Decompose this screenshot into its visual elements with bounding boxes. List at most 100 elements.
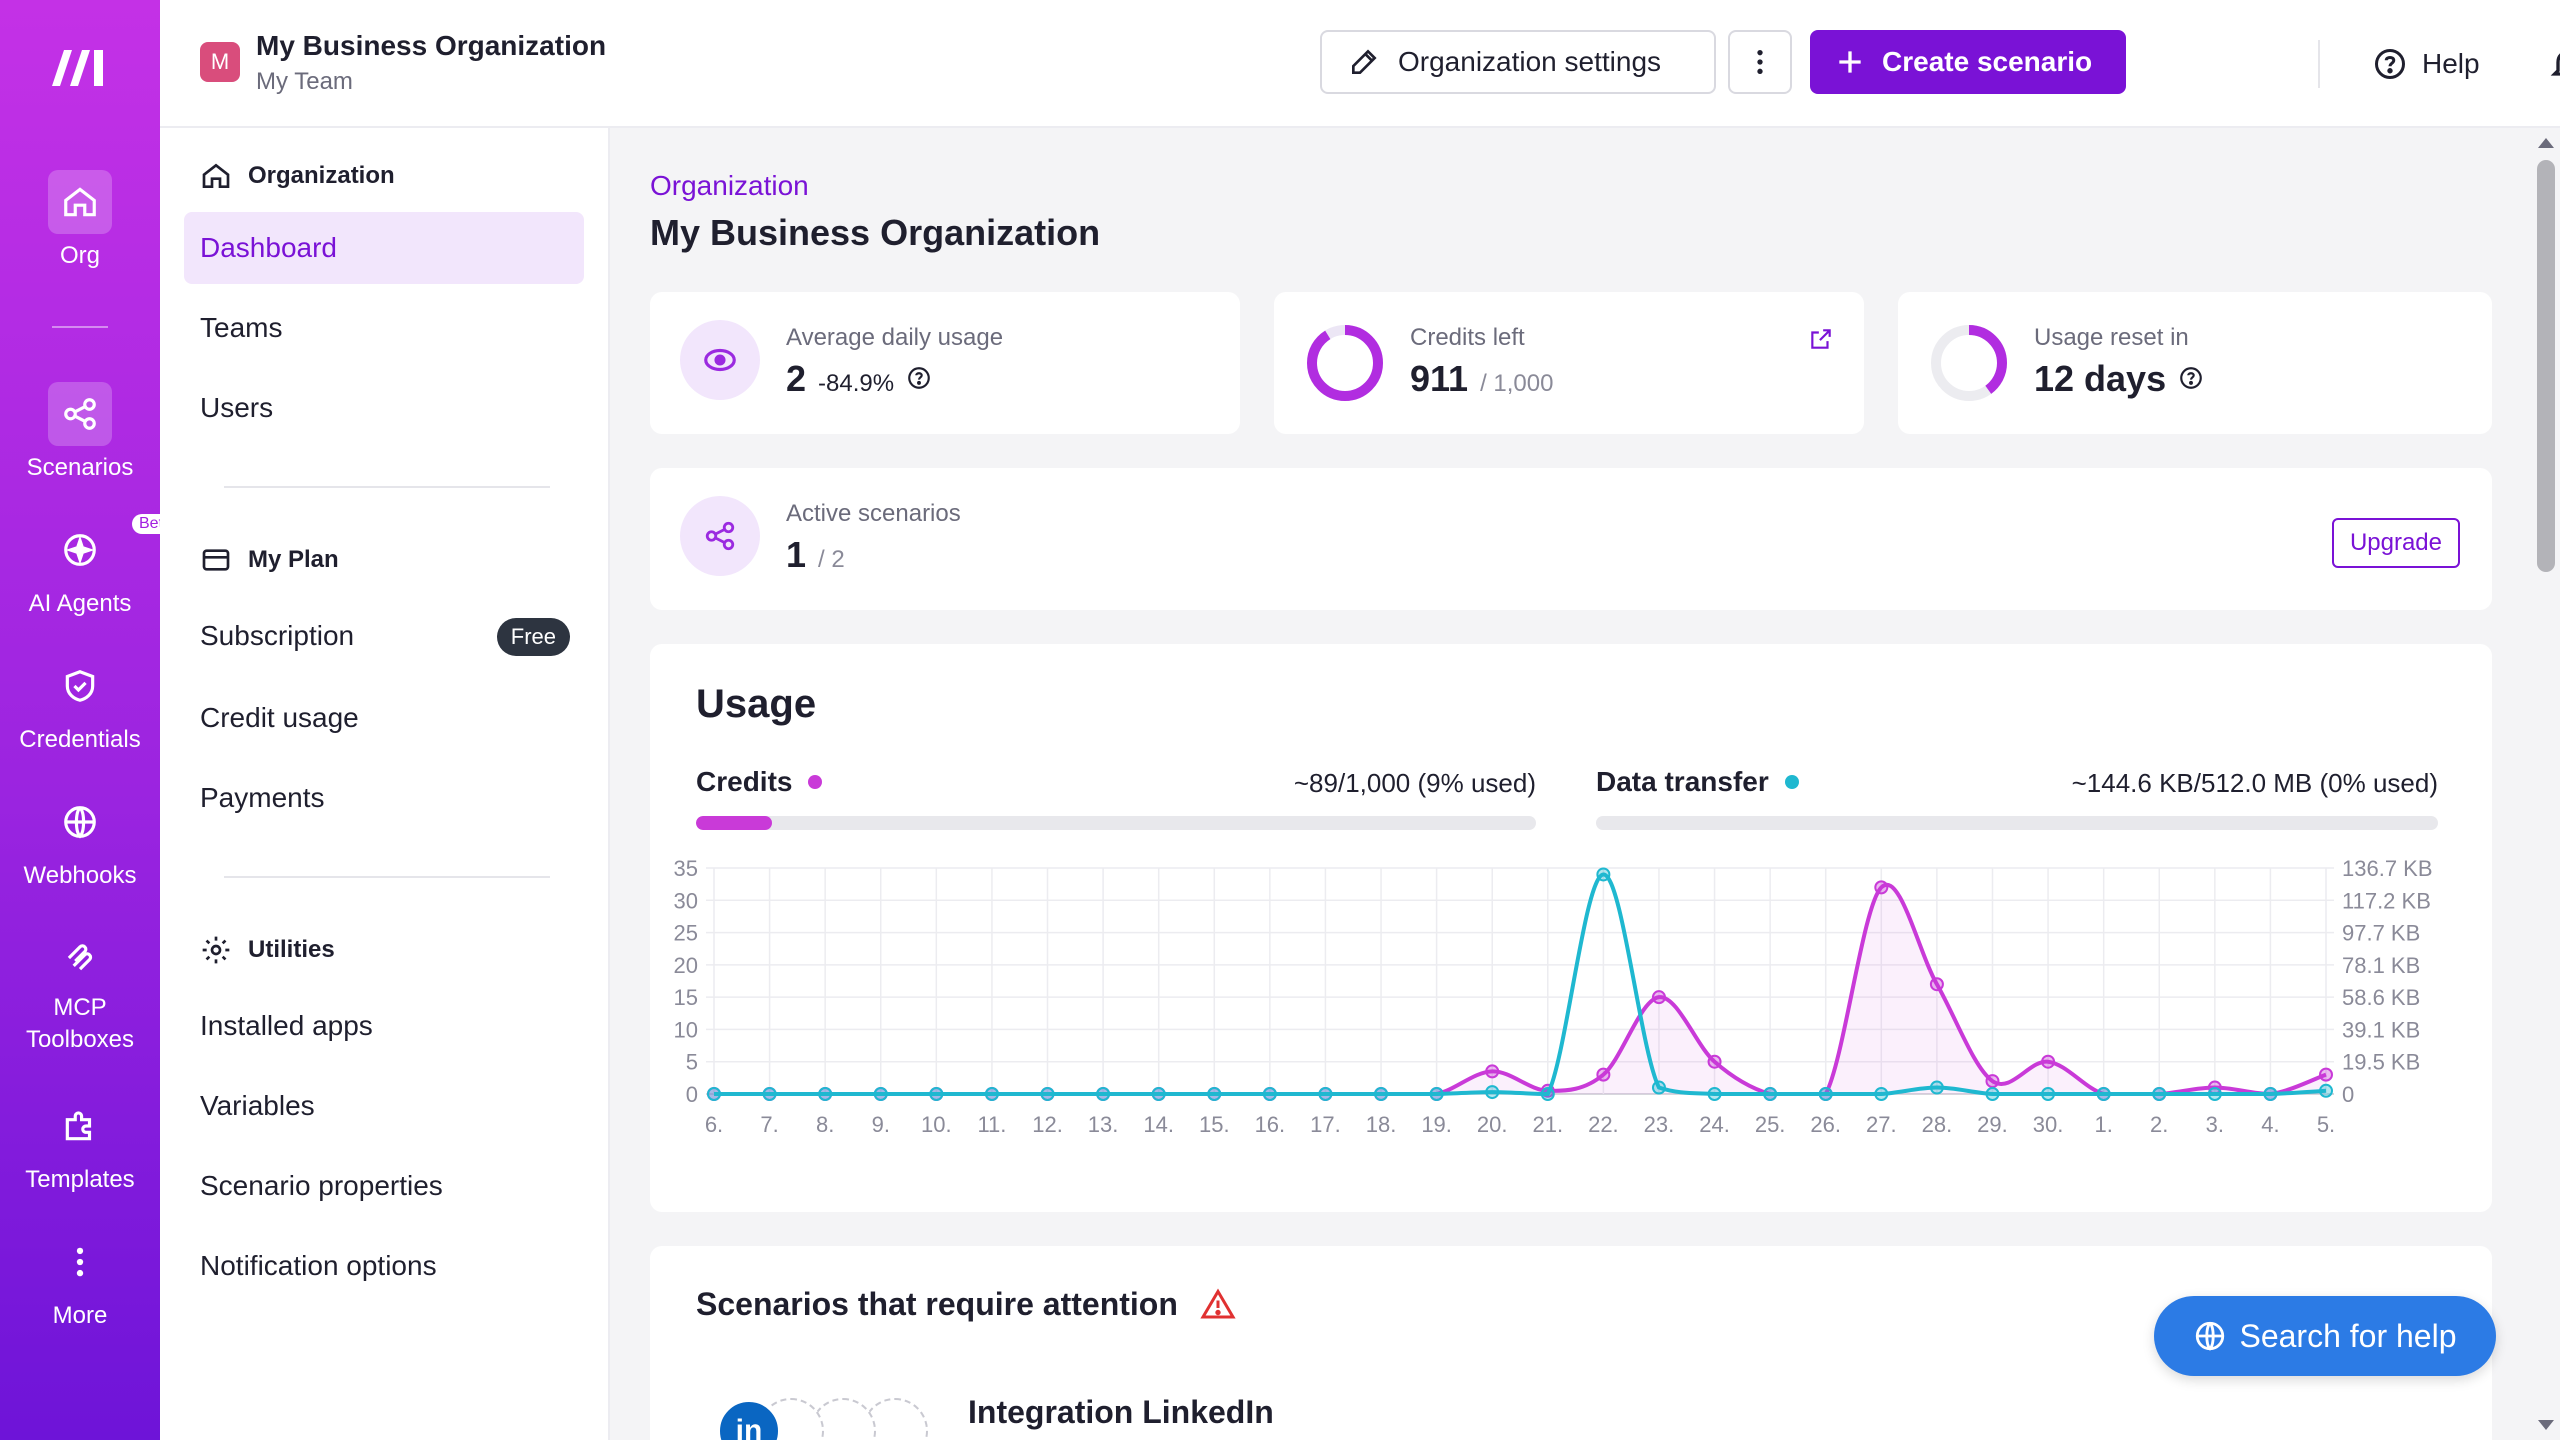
sidebar-item-subscription[interactable]: Subscription Free xyxy=(184,600,584,672)
globe-icon xyxy=(48,790,112,854)
mcp-icon xyxy=(48,926,112,990)
organization-settings-button[interactable]: Organization settings xyxy=(1320,30,1716,94)
info-icon[interactable] xyxy=(906,365,932,391)
x-axis-tick-label: 15. xyxy=(1199,1112,1230,1137)
main-content: Organization My Business Organization Av… xyxy=(612,128,2532,1440)
x-axis-tick-label: 11. xyxy=(977,1112,1006,1137)
stat-label: Active scenarios xyxy=(786,500,961,527)
data-transfer-data-point xyxy=(2319,1083,2333,1098)
section-title: My Plan xyxy=(248,546,339,573)
usage-card: Usage Credits ~89/1,000 (9% used) Data t… xyxy=(650,644,2492,1212)
rail-item-ai-agents[interactable]: Beta AI Agents xyxy=(0,514,179,618)
stat-label: Usage reset in xyxy=(2034,324,2189,351)
create-scenario-button[interactable]: Create scenario xyxy=(1810,30,2126,94)
usage-line-chart: 0 0 5 19.5 KB 10 39.1 KB 15 58.6 KB 20 78.1 KB 25 9… xyxy=(674,856,2433,1137)
external-link-icon[interactable] xyxy=(1808,326,1834,352)
share-nodes-icon xyxy=(48,382,112,446)
y-axis-right-tick-label: 19.5 KB xyxy=(2342,1050,2420,1075)
sidebar-item-variables[interactable]: Variables xyxy=(184,1070,584,1142)
rail-item-more[interactable]: More xyxy=(0,1230,160,1330)
rail-item-templates[interactable]: Templates xyxy=(0,1094,160,1194)
average-daily-usage-card: Average daily usage 2 -84.9% xyxy=(650,292,1240,434)
plan-badge: Free xyxy=(496,618,570,656)
section-title: Utilities xyxy=(248,936,335,963)
x-axis-tick-label: 1. xyxy=(2094,1112,2112,1137)
rail-item-credentials[interactable]: Credentials xyxy=(0,654,160,754)
search-help-button[interactable]: Search for help xyxy=(2154,1296,2496,1376)
credits-data-point xyxy=(2319,1067,2333,1082)
sidebar-item-teams[interactable]: Teams xyxy=(184,292,584,364)
y-axis-right-tick-label: 117.2 KB xyxy=(2342,888,2431,913)
y-axis-right-tick-label: 97.7 KB xyxy=(2342,921,2420,946)
sidebar-item-label: Notification options xyxy=(200,1250,437,1281)
data-transfer-data-point xyxy=(1429,1087,1444,1101)
rail-item-webhooks[interactable]: Webhooks xyxy=(0,790,160,890)
credit-card-icon xyxy=(202,549,230,571)
rail-item-mcp-toolboxes[interactable]: MCP Toolboxes xyxy=(0,926,160,1056)
y-axis-left-tick-label: 0 xyxy=(686,1082,698,1107)
puzzle-icon xyxy=(48,1094,112,1158)
more-vertical-icon xyxy=(48,1230,112,1294)
usage-eye-icon xyxy=(680,320,760,400)
search-help-label: Search for help xyxy=(2239,1317,2457,1354)
team-name[interactable]: My Team xyxy=(256,68,353,95)
org-avatar[interactable]: M xyxy=(200,42,240,82)
scenario-name[interactable]: Integration LinkedIn xyxy=(968,1394,1274,1430)
secondary-sidebar: Organization Dashboard Teams Users My Pl… xyxy=(160,128,610,1440)
credits-ring-icon xyxy=(1307,325,1383,401)
x-axis-tick-label: 16. xyxy=(1255,1112,1286,1137)
sidebar-item-credit-usage[interactable]: Credit usage xyxy=(184,682,584,754)
data-transfer-data-point xyxy=(1040,1087,1055,1101)
data-transfer-data-point xyxy=(2207,1087,2222,1101)
org-name[interactable]: My Business Organization xyxy=(256,30,607,61)
credits-left-card: Credits left 911 / 1,000 xyxy=(1274,292,1864,434)
data-transfer-data-point xyxy=(1929,1080,1944,1095)
plus-icon xyxy=(1839,51,1861,73)
organization-settings-label: Organization settings xyxy=(1398,46,1662,77)
x-axis-tick-label: 7. xyxy=(760,1112,778,1137)
rail-item-org[interactable]: Org xyxy=(0,170,160,270)
x-axis-tick-label: 24. xyxy=(1699,1112,1730,1137)
scrollbar-thumb[interactable] xyxy=(2537,160,2555,572)
credits-data-point xyxy=(1707,1054,1722,1069)
help-button[interactable]: Help xyxy=(2372,40,2480,88)
edit-icon xyxy=(1352,49,1377,74)
stat-label: Credits left xyxy=(1410,324,1525,351)
info-icon[interactable] xyxy=(2178,365,2204,391)
rail-item-label: Scenarios xyxy=(26,454,134,481)
section-utilities: Utilities xyxy=(200,930,335,970)
credits-meter-value: ~89/1,000 (9% used) xyxy=(1293,768,1536,798)
section-organization: Organization xyxy=(200,156,395,196)
rail-item-scenarios[interactable]: Scenarios xyxy=(0,382,160,482)
y-axis-left-tick-label: 35 xyxy=(674,856,698,881)
make-logo-icon[interactable] xyxy=(48,40,112,92)
sidebar-item-installed-apps[interactable]: Installed apps xyxy=(184,990,584,1062)
sidebar-item-users[interactable]: Users xyxy=(184,372,584,444)
data-transfer-data-point xyxy=(2041,1087,2056,1101)
y-axis-left-tick-label: 20 xyxy=(674,953,698,978)
sidebar-item-dashboard[interactable]: Dashboard xyxy=(184,212,584,284)
credits-data-point xyxy=(2041,1054,2056,1069)
rail-item-label: Org xyxy=(59,242,100,269)
data-transfer-series-line xyxy=(713,872,2327,1097)
credits-data-point xyxy=(1874,880,1889,895)
more-options-button[interactable] xyxy=(1728,30,1792,94)
sidebar-item-scenario-properties[interactable]: Scenario properties xyxy=(184,1150,584,1222)
sidebar-item-label: Teams xyxy=(200,312,283,343)
data-transfer-data-point xyxy=(873,1087,888,1101)
stat-value: 1 / 2 xyxy=(786,534,845,576)
scroll-up-arrow[interactable] xyxy=(2538,138,2554,148)
credits-data-point xyxy=(1651,990,1666,1005)
credits-series-line xyxy=(713,882,2327,1097)
credits-legend-dot xyxy=(808,775,823,789)
sidebar-item-payments[interactable]: Payments xyxy=(184,762,584,834)
credits-data-point xyxy=(1985,1074,2000,1089)
scroll-down-arrow[interactable] xyxy=(2538,1420,2554,1430)
bell-icon[interactable] xyxy=(2548,44,2560,84)
rail-item-label: Webhooks xyxy=(23,862,137,889)
upgrade-button[interactable]: Upgrade xyxy=(2331,518,2460,568)
active-scenarios-value: 1 xyxy=(786,534,807,575)
breadcrumb[interactable]: Organization xyxy=(650,170,809,201)
sidebar-item-notification-options[interactable]: Notification options xyxy=(184,1230,584,1302)
credits-total: / 1,000 xyxy=(1480,370,1554,397)
